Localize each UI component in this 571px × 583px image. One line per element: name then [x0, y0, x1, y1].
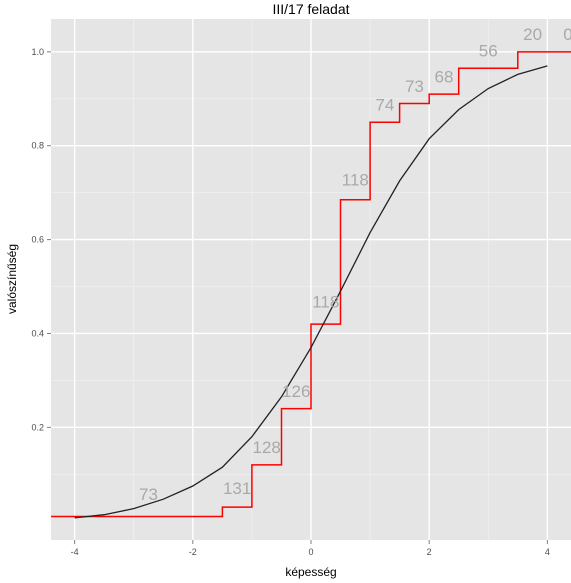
- x-tick-label: -2: [189, 547, 197, 557]
- y-axis-ticks: 0.2 0.4 0.6 0.8 1.0: [31, 47, 51, 432]
- count-annotation: 126: [282, 382, 310, 401]
- count-annotation: 131: [223, 479, 251, 498]
- series-layer: [51, 51, 571, 519]
- x-axis-label: képesség: [285, 565, 336, 579]
- x-tick-label: 4: [545, 547, 550, 557]
- count-annotation: 128: [252, 438, 280, 457]
- y-tick-label: 0.2: [31, 422, 44, 432]
- count-annotation: 56: [479, 42, 498, 61]
- count-annotation: 73: [405, 77, 424, 96]
- x-tick-label: 0: [308, 547, 313, 557]
- count-annotation: 20: [523, 25, 542, 44]
- y-tick-label: 0.6: [31, 235, 44, 245]
- y-axis-label: valószínűség: [5, 244, 19, 314]
- count-annotation: 0: [563, 25, 571, 44]
- count-annotation: 68: [434, 67, 453, 86]
- annotation-layer: 73 131 128 126 118 118 74 73 68 56 20 0: [139, 25, 571, 504]
- count-annotation: 118: [342, 171, 369, 190]
- y-tick-label: 0.8: [31, 141, 44, 151]
- count-annotation: 118: [312, 293, 339, 312]
- empirical-step-line: [51, 51, 571, 518]
- model-curve-line: [74, 65, 548, 519]
- major-grid: [51, 19, 571, 540]
- x-tick-label: 2: [427, 547, 432, 557]
- y-tick-label: 0.4: [31, 328, 44, 338]
- x-tick-label: -4: [71, 547, 79, 557]
- y-tick-label: 1.0: [31, 47, 44, 57]
- count-annotation: 73: [139, 485, 158, 504]
- count-annotation: 74: [375, 96, 394, 115]
- chart-title: III/17 feladat: [272, 1, 349, 17]
- x-axis-ticks: -4 -2 0 2 4: [71, 540, 550, 557]
